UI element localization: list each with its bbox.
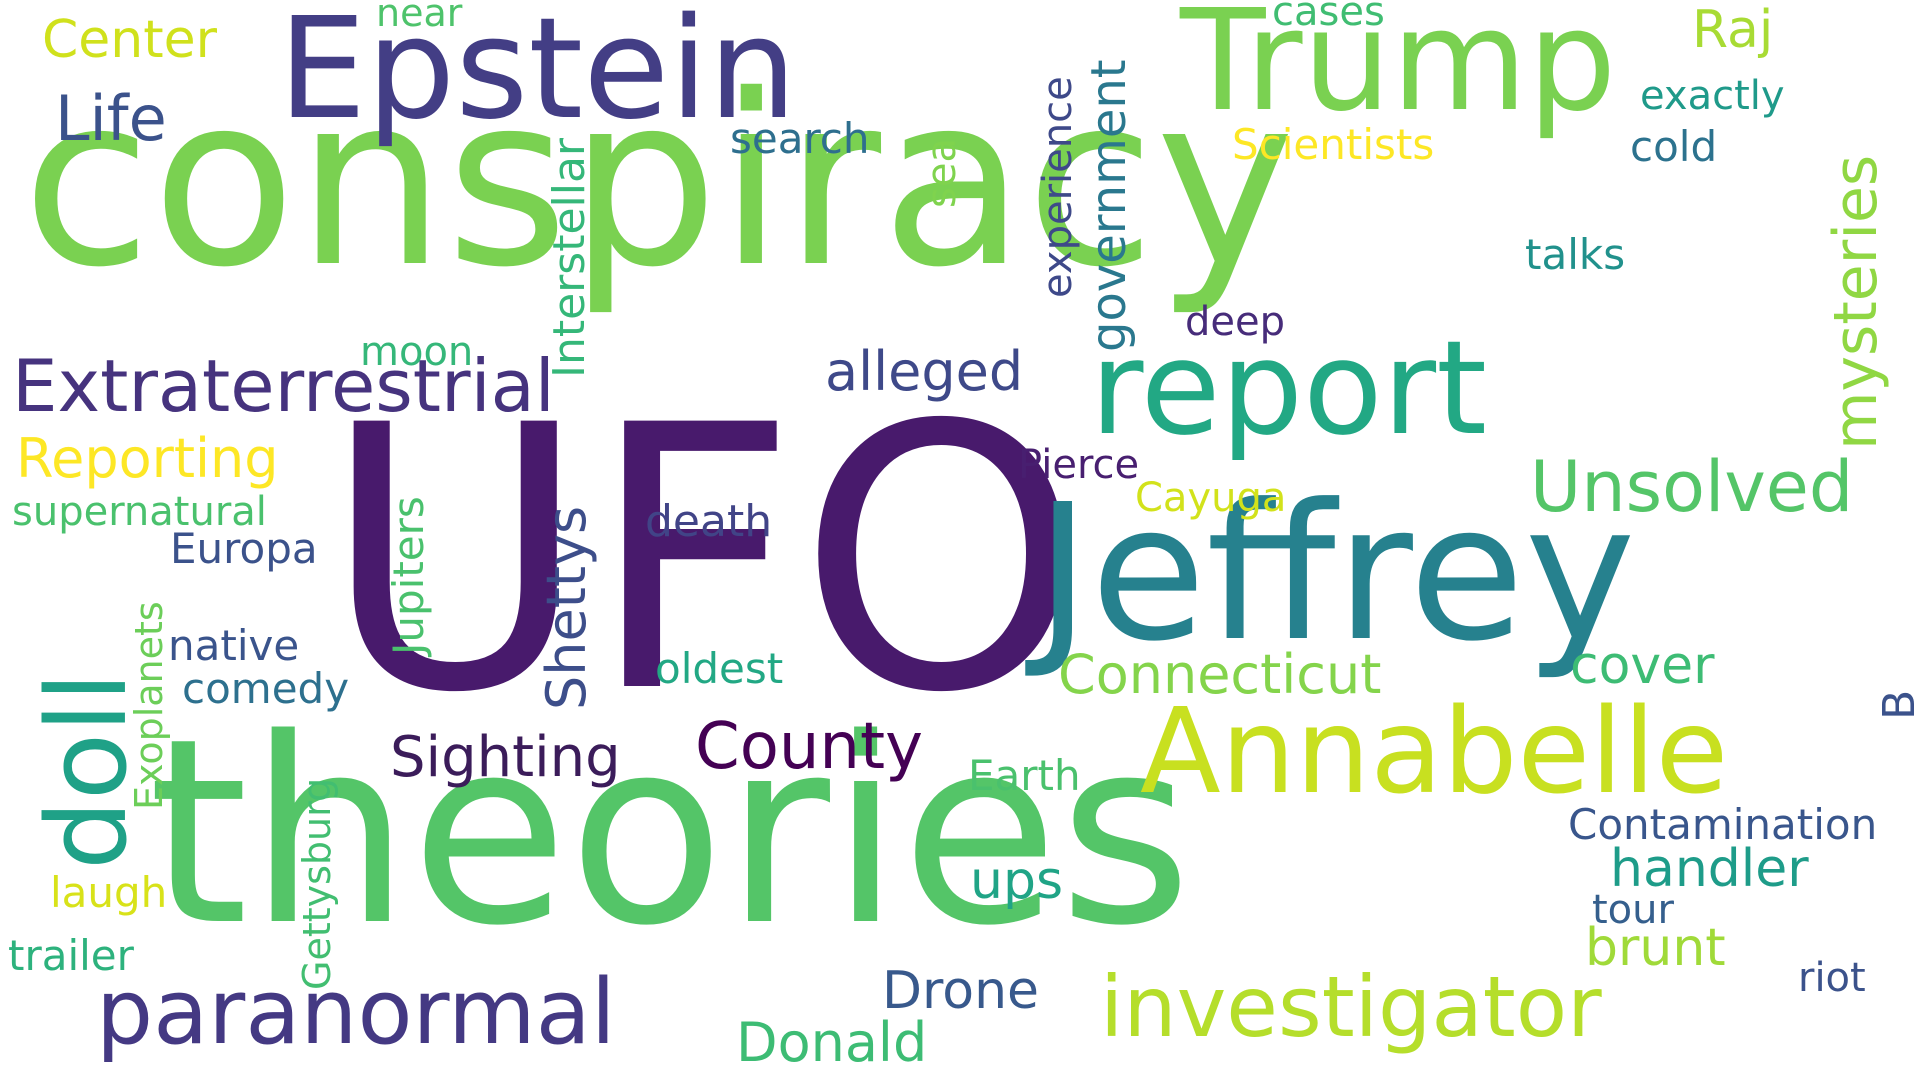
word-deep: deep <box>1185 299 1285 345</box>
word-conspiracy: conspiracy <box>22 44 1296 319</box>
word-b: B <box>1874 689 1920 720</box>
word-near: near <box>376 0 463 35</box>
word-europa: Europa <box>170 524 318 573</box>
word-jeffrey: Jeffrey <box>1035 464 1636 683</box>
word-jupiters: Jupiters <box>384 496 433 655</box>
word-tour: tour <box>1592 887 1674 933</box>
word-moon: moon <box>360 329 474 375</box>
word-raj: Raj <box>1692 0 1774 60</box>
word-cold: cold <box>1630 122 1718 171</box>
word-county: County <box>695 710 923 784</box>
word-talks: talks <box>1525 230 1626 279</box>
word-comedy: comedy <box>182 664 350 713</box>
word-laugh: laugh <box>50 868 168 917</box>
word-gettysburg: Gettysburg <box>295 777 339 990</box>
word-alleged: alleged <box>825 340 1024 403</box>
word-connecticut: Connecticut <box>1058 643 1382 706</box>
word-trump: Trump <box>1180 0 1617 143</box>
word-center: Center <box>42 10 218 70</box>
word-brunt: brunt <box>1585 918 1726 978</box>
word-ufo: UFO <box>322 348 1085 772</box>
word-pierce: Pierce <box>1018 442 1140 488</box>
word-extraterrestrial: Extraterrestrial <box>12 344 555 428</box>
word-riot: riot <box>1798 955 1866 1001</box>
word-annabelle: Annabelle <box>1140 682 1729 820</box>
word-cayuga: Cayuga <box>1135 475 1287 521</box>
word-reporting: Reporting <box>16 427 279 490</box>
word-contamination: Contamination <box>1568 800 1878 849</box>
word-earth: Earth <box>968 751 1081 800</box>
word-doll: doll <box>23 671 151 870</box>
word-shettys: Shettys <box>535 505 598 710</box>
word-trailer: trailer <box>8 931 134 980</box>
word-exoplanets: Exoplanets <box>127 601 171 810</box>
word-report: report <box>1090 312 1488 464</box>
word-supernatural: supernatural <box>12 489 267 535</box>
word-experience: experience <box>1035 76 1081 298</box>
word-paranormal: paranormal <box>96 960 616 1065</box>
word-epstein: Epstein <box>278 0 797 151</box>
word-sighting: Sighting <box>390 725 621 790</box>
word-scientists: Scientists <box>1232 120 1435 169</box>
word-life: Life <box>55 82 167 155</box>
word-sea: sea <box>919 138 965 208</box>
word-drone: Drone <box>882 961 1040 1021</box>
word-investigator: investigator <box>1100 958 1602 1056</box>
word-death: death <box>645 496 773 547</box>
word-ups: ups <box>970 851 1064 911</box>
word-cases: cases <box>1272 0 1385 35</box>
word-handler: handler <box>1610 839 1809 899</box>
word-cover: cover <box>1570 636 1715 696</box>
word-native: native <box>168 621 300 670</box>
word-government: government <box>1081 59 1137 352</box>
word-mysteries: mysteries <box>1821 154 1891 450</box>
word-donald: Donald <box>736 1011 928 1074</box>
word-search: search <box>730 114 870 163</box>
word-oldest: oldest <box>655 644 784 693</box>
word-unsolved: Unsolved <box>1530 446 1854 528</box>
word-exactly: exactly <box>1640 73 1785 119</box>
word-interstellar: Interstellar <box>544 137 595 378</box>
word-theories: theories <box>148 684 1192 982</box>
